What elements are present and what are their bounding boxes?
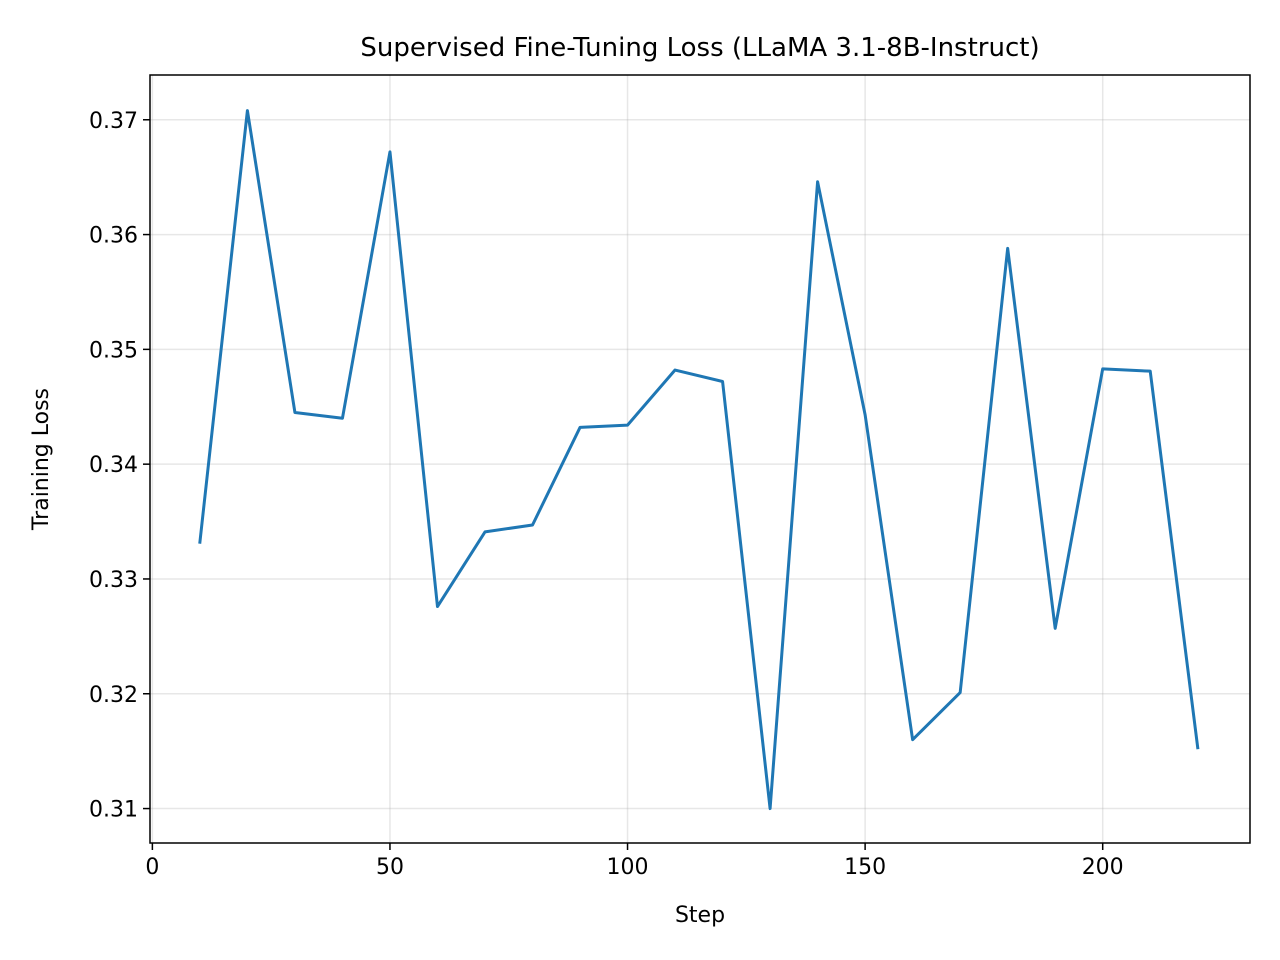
y-tick-label: 0.31 xyxy=(89,798,138,823)
y-tick-label: 0.36 xyxy=(89,224,138,249)
x-tick-label: 150 xyxy=(844,855,886,880)
x-axis-label: Step xyxy=(675,903,725,928)
grid xyxy=(150,75,1250,843)
y-tick-label: 0.32 xyxy=(89,683,138,708)
x-tick-label: 50 xyxy=(376,855,404,880)
ticks: 0 50 100 150 200 0.31 0.32 0.33 0.34 0.35 0.36 0.37 xyxy=(89,109,1124,880)
y-tick-label: 0.37 xyxy=(89,109,138,134)
x-tick-label: 100 xyxy=(607,855,649,880)
series-layer xyxy=(198,109,1200,811)
x-tick-label: 200 xyxy=(1082,855,1124,880)
y-tick-label: 0.33 xyxy=(89,568,138,593)
x-tick-label: 0 xyxy=(145,855,159,880)
series-line xyxy=(198,109,1200,811)
y-tick-label: 0.35 xyxy=(89,338,138,363)
y-tick-label: 0.34 xyxy=(89,453,138,478)
plot-frame xyxy=(149,74,1251,844)
chart-title: Supervised Fine-Tuning Loss (LLaMA 3.1-8… xyxy=(360,33,1039,63)
y-axis-label: Training Loss xyxy=(29,388,54,531)
